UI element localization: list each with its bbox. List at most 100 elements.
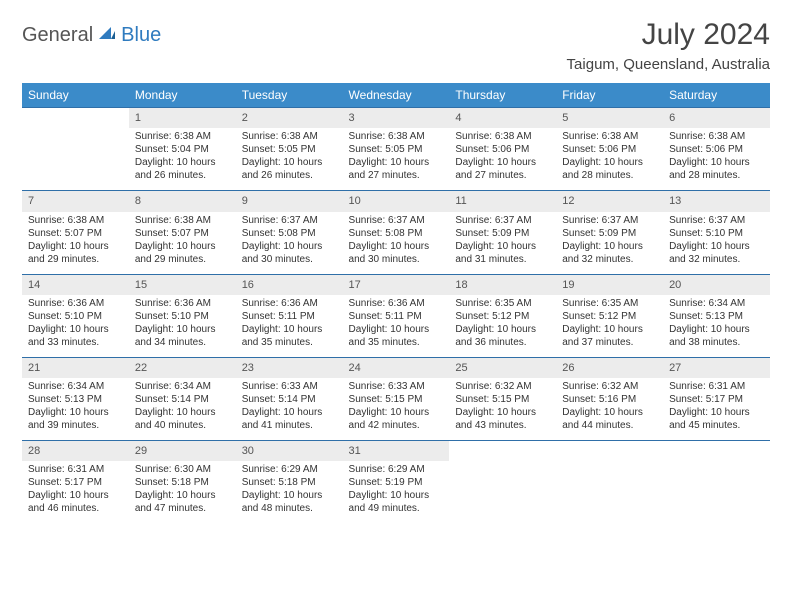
day-info-line: Sunset: 5:16 PM bbox=[562, 393, 657, 406]
day-content: Sunrise: 6:37 AMSunset: 5:09 PMDaylight:… bbox=[556, 212, 663, 274]
calendar-week-row: 14Sunrise: 6:36 AMSunset: 5:10 PMDayligh… bbox=[22, 274, 770, 357]
day-number: 6 bbox=[663, 107, 770, 128]
calendar-day-cell bbox=[663, 440, 770, 523]
day-info-line: Daylight: 10 hours bbox=[242, 323, 337, 336]
calendar-day-cell: 13Sunrise: 6:37 AMSunset: 5:10 PMDayligh… bbox=[663, 190, 770, 273]
day-number: 3 bbox=[343, 107, 450, 128]
day-header: Monday bbox=[129, 83, 236, 107]
calendar-day-cell: 20Sunrise: 6:34 AMSunset: 5:13 PMDayligh… bbox=[663, 274, 770, 357]
month-title: July 2024 bbox=[567, 18, 770, 52]
day-number: 5 bbox=[556, 107, 663, 128]
day-info-line: Daylight: 10 hours bbox=[455, 240, 550, 253]
day-info-line: Daylight: 10 hours bbox=[349, 323, 444, 336]
day-content: Sunrise: 6:38 AMSunset: 5:05 PMDaylight:… bbox=[236, 128, 343, 190]
calendar-day-cell: 2Sunrise: 6:38 AMSunset: 5:05 PMDaylight… bbox=[236, 107, 343, 190]
day-info-line: Sunset: 5:13 PM bbox=[28, 393, 123, 406]
day-info-line: and 39 minutes. bbox=[28, 419, 123, 432]
day-info-line: Daylight: 10 hours bbox=[562, 240, 657, 253]
location-text: Taigum, Queensland, Australia bbox=[567, 56, 770, 73]
day-info-line: Sunset: 5:10 PM bbox=[28, 310, 123, 323]
day-content: Sunrise: 6:30 AMSunset: 5:18 PMDaylight:… bbox=[129, 461, 236, 523]
calendar-day-cell: 21Sunrise: 6:34 AMSunset: 5:13 PMDayligh… bbox=[22, 357, 129, 440]
day-info-line: Daylight: 10 hours bbox=[242, 406, 337, 419]
day-header: Thursday bbox=[449, 83, 556, 107]
day-info-line: and 30 minutes. bbox=[242, 253, 337, 266]
day-info-line: Daylight: 10 hours bbox=[455, 323, 550, 336]
calendar-body: 1Sunrise: 6:38 AMSunset: 5:04 PMDaylight… bbox=[22, 107, 770, 523]
day-number: 17 bbox=[343, 274, 450, 295]
day-content: Sunrise: 6:38 AMSunset: 5:06 PMDaylight:… bbox=[556, 128, 663, 190]
calendar-week-row: 21Sunrise: 6:34 AMSunset: 5:13 PMDayligh… bbox=[22, 357, 770, 440]
day-info-line: Sunset: 5:11 PM bbox=[349, 310, 444, 323]
day-number: 18 bbox=[449, 274, 556, 295]
day-info-line: and 35 minutes. bbox=[242, 336, 337, 349]
day-info-line: Sunrise: 6:36 AM bbox=[28, 297, 123, 310]
day-content: Sunrise: 6:36 AMSunset: 5:11 PMDaylight:… bbox=[236, 295, 343, 357]
day-content: Sunrise: 6:38 AMSunset: 5:07 PMDaylight:… bbox=[22, 212, 129, 274]
day-info-line: Sunrise: 6:38 AM bbox=[669, 130, 764, 143]
day-info-line: Daylight: 10 hours bbox=[349, 240, 444, 253]
day-info-line: Daylight: 10 hours bbox=[562, 406, 657, 419]
calendar-table: SundayMondayTuesdayWednesdayThursdayFrid… bbox=[22, 83, 770, 523]
day-info-line: Sunset: 5:15 PM bbox=[455, 393, 550, 406]
day-info-line: and 35 minutes. bbox=[349, 336, 444, 349]
day-number: 25 bbox=[449, 357, 556, 378]
day-info-line: Sunrise: 6:37 AM bbox=[455, 214, 550, 227]
calendar-day-cell: 3Sunrise: 6:38 AMSunset: 5:05 PMDaylight… bbox=[343, 107, 450, 190]
day-content: Sunrise: 6:36 AMSunset: 5:11 PMDaylight:… bbox=[343, 295, 450, 357]
day-number: 20 bbox=[663, 274, 770, 295]
day-info-line: and 26 minutes. bbox=[135, 169, 230, 182]
day-header: Sunday bbox=[22, 83, 129, 107]
day-info-line: and 45 minutes. bbox=[669, 419, 764, 432]
day-number: 2 bbox=[236, 107, 343, 128]
day-info-line: Sunset: 5:18 PM bbox=[242, 476, 337, 489]
day-info-line: Daylight: 10 hours bbox=[349, 489, 444, 502]
day-content bbox=[449, 461, 556, 517]
day-info-line: and 29 minutes. bbox=[28, 253, 123, 266]
day-content: Sunrise: 6:37 AMSunset: 5:08 PMDaylight:… bbox=[236, 212, 343, 274]
day-info-line: Daylight: 10 hours bbox=[28, 323, 123, 336]
day-info-line: Sunset: 5:17 PM bbox=[669, 393, 764, 406]
day-info-line: Sunset: 5:08 PM bbox=[242, 227, 337, 240]
logo-text-blue: Blue bbox=[97, 24, 161, 47]
day-info-line: Daylight: 10 hours bbox=[28, 489, 123, 502]
day-content: Sunrise: 6:37 AMSunset: 5:08 PMDaylight:… bbox=[343, 212, 450, 274]
day-info-line: Sunrise: 6:37 AM bbox=[242, 214, 337, 227]
day-number bbox=[22, 107, 129, 128]
day-info-line: Sunset: 5:09 PM bbox=[562, 227, 657, 240]
day-info-line: Sunset: 5:06 PM bbox=[562, 143, 657, 156]
day-header: Tuesday bbox=[236, 83, 343, 107]
day-info-line: Sunrise: 6:33 AM bbox=[242, 380, 337, 393]
day-info-line: and 47 minutes. bbox=[135, 502, 230, 515]
day-content: Sunrise: 6:34 AMSunset: 5:14 PMDaylight:… bbox=[129, 378, 236, 440]
day-content bbox=[556, 461, 663, 517]
day-content: Sunrise: 6:35 AMSunset: 5:12 PMDaylight:… bbox=[449, 295, 556, 357]
day-number: 9 bbox=[236, 190, 343, 211]
day-info-line: Sunset: 5:10 PM bbox=[135, 310, 230, 323]
calendar-day-cell: 8Sunrise: 6:38 AMSunset: 5:07 PMDaylight… bbox=[129, 190, 236, 273]
day-info-line: Sunrise: 6:38 AM bbox=[455, 130, 550, 143]
day-content: Sunrise: 6:37 AMSunset: 5:09 PMDaylight:… bbox=[449, 212, 556, 274]
day-number bbox=[556, 440, 663, 461]
day-info-line: Daylight: 10 hours bbox=[135, 323, 230, 336]
calendar-day-cell: 10Sunrise: 6:37 AMSunset: 5:08 PMDayligh… bbox=[343, 190, 450, 273]
calendar-header-row: SundayMondayTuesdayWednesdayThursdayFrid… bbox=[22, 83, 770, 107]
day-info-line: Daylight: 10 hours bbox=[135, 156, 230, 169]
calendar-day-cell: 17Sunrise: 6:36 AMSunset: 5:11 PMDayligh… bbox=[343, 274, 450, 357]
day-info-line: Daylight: 10 hours bbox=[242, 156, 337, 169]
day-info-line: Daylight: 10 hours bbox=[669, 323, 764, 336]
day-content: Sunrise: 6:29 AMSunset: 5:19 PMDaylight:… bbox=[343, 461, 450, 523]
calendar-day-cell: 28Sunrise: 6:31 AMSunset: 5:17 PMDayligh… bbox=[22, 440, 129, 523]
day-info-line: Sunrise: 6:31 AM bbox=[669, 380, 764, 393]
calendar-day-cell: 1Sunrise: 6:38 AMSunset: 5:04 PMDaylight… bbox=[129, 107, 236, 190]
day-header: Wednesday bbox=[343, 83, 450, 107]
calendar-week-row: 7Sunrise: 6:38 AMSunset: 5:07 PMDaylight… bbox=[22, 190, 770, 273]
day-info-line: Sunrise: 6:29 AM bbox=[242, 463, 337, 476]
day-number: 16 bbox=[236, 274, 343, 295]
day-info-line: Sunrise: 6:29 AM bbox=[349, 463, 444, 476]
day-info-line: Sunset: 5:05 PM bbox=[242, 143, 337, 156]
day-content: Sunrise: 6:38 AMSunset: 5:06 PMDaylight:… bbox=[449, 128, 556, 190]
day-info-line: Sunset: 5:07 PM bbox=[135, 227, 230, 240]
day-info-line: Sunset: 5:10 PM bbox=[669, 227, 764, 240]
calendar-day-cell: 9Sunrise: 6:37 AMSunset: 5:08 PMDaylight… bbox=[236, 190, 343, 273]
